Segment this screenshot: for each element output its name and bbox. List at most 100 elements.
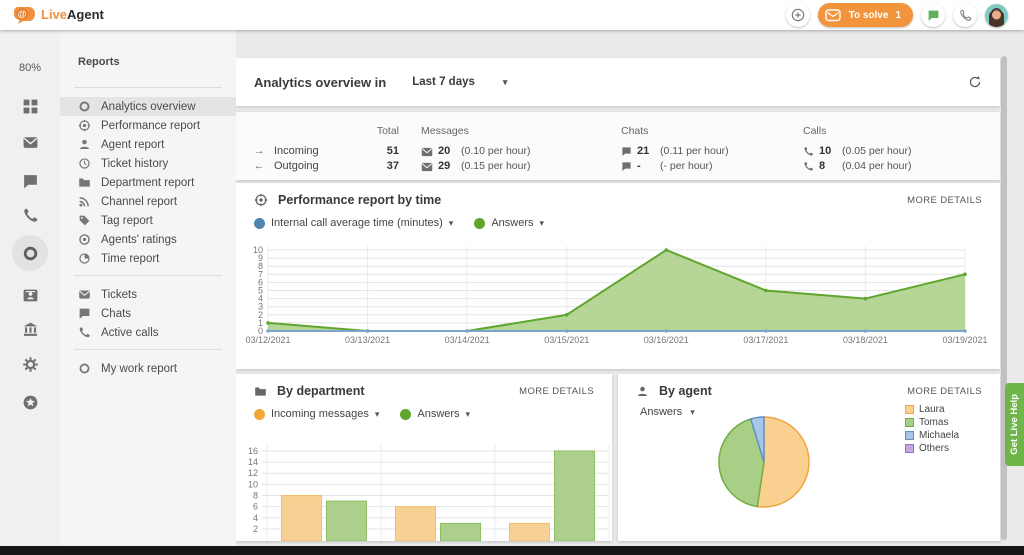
legend-label: Tomas: [919, 416, 949, 428]
calls-button[interactable]: [953, 3, 977, 27]
chats-outgoing-rate: (- per hour): [660, 160, 713, 172]
menu-item-agent-report[interactable]: Agent report: [60, 135, 236, 154]
rail-customers-button[interactable]: [0, 287, 60, 304]
svg-text:4: 4: [258, 294, 263, 304]
menu-item-department-report[interactable]: Department report: [60, 173, 236, 192]
menu-divider: [74, 349, 222, 350]
date-range-value: Last 7 days: [412, 76, 475, 88]
to-solve-button[interactable]: To solve 1: [817, 3, 913, 27]
legend-label: Answers: [417, 408, 460, 420]
menu-item-label: Time report: [101, 252, 160, 265]
chats-incoming: 21: [637, 145, 650, 157]
menu-item-tickets[interactable]: Tickets: [60, 285, 236, 304]
svg-text:7: 7: [258, 269, 263, 279]
by-department-card: By department MORE DETAILS Incoming mess…: [236, 374, 612, 541]
svg-text:10: 10: [248, 479, 258, 489]
menu-item-my-work-report[interactable]: My work report: [60, 359, 236, 378]
more-details-link[interactable]: MORE DETAILS: [519, 385, 594, 397]
menu-item-label: Channel report: [101, 195, 178, 208]
row-label: Incoming: [274, 145, 319, 157]
svg-text:2: 2: [258, 310, 263, 320]
legend-swatch-others: [905, 443, 914, 453]
menu-item-label: Tag report: [101, 214, 153, 227]
date-range-dropdown[interactable]: Last 7 days ▾: [412, 76, 507, 88]
brand-live: Live: [41, 7, 68, 22]
phone-icon: [23, 208, 37, 222]
folder-icon: [255, 386, 266, 396]
menu-item-tag-report[interactable]: Tag report: [60, 211, 236, 230]
legend-incoming-messages[interactable]: Incoming messages ▾: [254, 408, 379, 420]
menu-item-label: Active calls: [101, 326, 159, 339]
more-details-link[interactable]: MORE DETAILS: [907, 194, 982, 206]
donut-icon: [78, 100, 91, 113]
menu-item-label: Agent report: [101, 138, 165, 151]
liveagent-logo[interactable]: @ LiveAgent: [0, 6, 104, 24]
legend-answers[interactable]: Answers ▾: [474, 217, 544, 229]
rail-dashboard-button[interactable]: [0, 98, 60, 115]
legend-label: Internal call average time (minutes): [271, 217, 443, 229]
menu-item-time-report[interactable]: Time report: [60, 249, 236, 268]
calls-incoming-rate: (0.05 per hour): [842, 145, 912, 157]
phone-icon: [959, 9, 971, 21]
column-header-messages: Messages: [421, 125, 469, 137]
rail-tickets-button[interactable]: [0, 134, 60, 151]
rail-reports-button[interactable]: [0, 245, 60, 262]
row-label: Outgoing: [274, 160, 319, 172]
menu-item-chats[interactable]: Chats: [60, 304, 236, 323]
user-avatar[interactable]: [985, 3, 1008, 27]
by-agent-card: By agent MORE DETAILS Answers ▾ Laura To…: [618, 374, 1000, 541]
rail-help-button[interactable]: [0, 394, 60, 411]
svg-text:03/17/2021: 03/17/2021: [743, 335, 788, 345]
reports-donut-icon: [23, 246, 37, 261]
analytics-header-card: Analytics overview in Last 7 days ▾: [236, 58, 1000, 106]
svg-text:14: 14: [248, 457, 258, 467]
mail-icon: [421, 162, 433, 171]
get-live-help-ribbon[interactable]: Get Live Help: [1005, 383, 1024, 466]
legend-internal-call-avg-time[interactable]: Internal call average time (minutes) ▾: [254, 217, 453, 229]
legend-dot-green: [400, 408, 412, 420]
chat-icon: [928, 10, 938, 21]
left-icon-rail: 80%: [0, 30, 60, 546]
vertical-scrollbar[interactable]: [1001, 56, 1007, 540]
legend-answers[interactable]: Answers ▾: [400, 408, 470, 420]
history-clock-icon: [78, 157, 91, 170]
menu-item-analytics-overview[interactable]: Analytics overview: [60, 97, 236, 116]
menu-item-performance-report[interactable]: Performance report: [60, 116, 236, 135]
calls-incoming: 10: [819, 145, 832, 157]
menu-item-agents-ratings[interactable]: Agents' ratings: [60, 230, 236, 249]
gear-icon: [22, 357, 38, 372]
svg-text:6: 6: [253, 502, 258, 512]
rail-chats-button[interactable]: [0, 173, 60, 190]
legend-dot-orange: [254, 408, 265, 420]
rail-billing-button[interactable]: [0, 321, 60, 338]
svg-text:4: 4: [253, 513, 258, 523]
chevron-down-icon: ▾: [465, 408, 471, 419]
menu-item-channel-report[interactable]: Channel report: [60, 192, 236, 211]
workload-percentage: 80%: [18, 62, 42, 74]
menu-item-ticket-history[interactable]: Ticket history: [60, 154, 236, 173]
chevron-down-icon: ▾: [690, 406, 695, 417]
mail-icon: [23, 137, 37, 148]
rail-calls-button[interactable]: [0, 207, 60, 224]
agent-metric-dropdown[interactable]: Answers ▾: [640, 406, 695, 418]
chats-button[interactable]: [921, 3, 945, 27]
legend-label: Answers: [491, 217, 534, 229]
circle-dot-icon: [78, 233, 91, 246]
menu-item-active-calls[interactable]: Active calls: [60, 323, 236, 342]
to-solve-label: To solve: [848, 9, 889, 21]
more-details-link[interactable]: MORE DETAILS: [907, 385, 982, 397]
add-button[interactable]: [785, 3, 810, 27]
donut-icon: [78, 362, 91, 375]
main-content: Analytics overview in Last 7 days ▾ Tota…: [236, 30, 1024, 546]
svg-text:03/19/2021: 03/19/2021: [942, 335, 987, 345]
svg-text:5: 5: [258, 286, 263, 296]
rail-settings-button[interactable]: [0, 356, 60, 373]
refresh-button[interactable]: [968, 75, 982, 89]
envelope-badge-icon: [824, 9, 841, 22]
phone-icon: [78, 326, 91, 339]
messages-outgoing: 29: [438, 160, 451, 172]
svg-text:03/15/2021: 03/15/2021: [544, 335, 589, 345]
svg-text:03/16/2021: 03/16/2021: [644, 335, 689, 345]
svg-text:8: 8: [253, 491, 258, 501]
reports-menu-title: Reports: [78, 56, 120, 68]
